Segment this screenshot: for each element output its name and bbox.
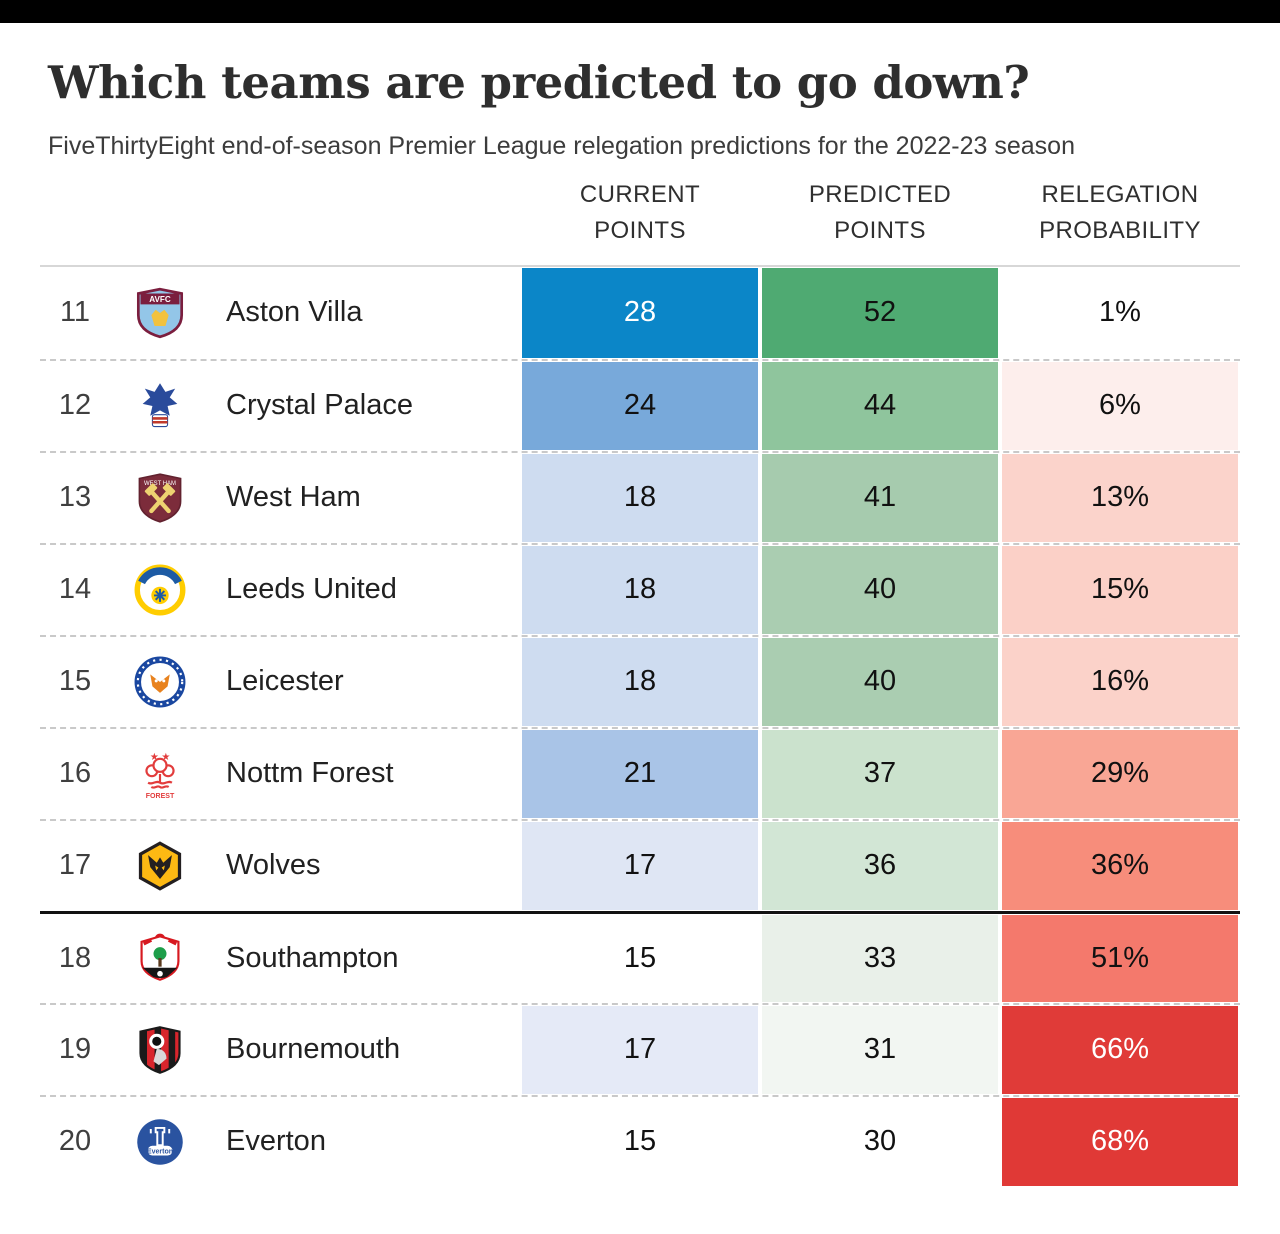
team-rank: 14 <box>58 573 92 606</box>
predicted-points-cell: 33 <box>760 914 1000 1003</box>
predicted-points-cell: 52 <box>760 267 1000 359</box>
relegation-probability-cell: 13% <box>1000 453 1240 543</box>
relegation-probability-cell: 15% <box>1000 545 1240 635</box>
bournemouth-crest-icon <box>110 1005 210 1095</box>
current-points-cell: 17 <box>520 821 760 911</box>
current-points-cell: 24 <box>520 361 760 451</box>
current-points-cell: 15 <box>520 914 760 1003</box>
team-name: Bournemouth <box>226 1033 401 1066</box>
table-row: 13 WEST HAM West Ham 18 41 13% <box>40 450 1240 543</box>
wolves-crest-icon <box>110 821 210 911</box>
team-rank: 20 <box>58 1125 92 1158</box>
table-row: 20 Everton Everton 15 30 68% <box>40 1094 1240 1187</box>
svg-text:AVFC: AVFC <box>149 295 171 304</box>
leeds-united-crest-icon <box>110 545 210 635</box>
predicted-points-cell: 31 <box>760 1005 1000 1095</box>
table-row: 18 Southampton 15 33 51% <box>40 910 1240 1003</box>
relegation-probability-cell: 68% <box>1000 1097 1240 1187</box>
predicted-points-cell: 40 <box>760 637 1000 727</box>
relegation-probability-cell: 29% <box>1000 729 1240 819</box>
predicted-points-cell: 36 <box>760 821 1000 911</box>
current-points-cell: 18 <box>520 545 760 635</box>
predicted-points-cell: 30 <box>760 1097 1000 1187</box>
table-row: 16 ★ ★ FOREST Nottm Forest 21 37 29% <box>40 726 1240 819</box>
relegation-probability-cell: 6% <box>1000 361 1240 451</box>
table-row: 17 Wolves 17 36 36% <box>40 818 1240 911</box>
column-header-relegation-probability: RELEGATION PROBABILITY <box>1039 180 1201 244</box>
team-name: Aston Villa <box>226 296 363 329</box>
top-bar <box>0 0 1280 23</box>
svg-text:FOREST: FOREST <box>146 793 175 800</box>
southampton-crest-icon <box>110 914 210 1003</box>
team-name: Wolves <box>226 849 321 882</box>
west-ham-crest-icon: WEST HAM <box>110 453 210 543</box>
page-title: Which teams are predicted to go down? <box>48 56 1030 109</box>
nottm-forest-crest-icon: ★ ★ FOREST <box>110 729 210 819</box>
svg-text:WEST HAM: WEST HAM <box>144 481 176 487</box>
table-header-row: CURRENT POINTS PREDICTED POINTS RELEGATI… <box>40 161 1240 265</box>
current-points-cell: 28 <box>520 267 760 359</box>
team-name: Crystal Palace <box>226 389 413 422</box>
table-row: 11 AVFC Aston Villa 28 52 1% <box>40 267 1240 359</box>
team-rank: 16 <box>58 757 92 790</box>
column-header-current-points: CURRENT POINTS <box>579 180 701 244</box>
leicester-crest-icon <box>110 637 210 727</box>
current-points-cell: 15 <box>520 1097 760 1187</box>
predicted-points-cell: 40 <box>760 545 1000 635</box>
predicted-points-cell: 37 <box>760 729 1000 819</box>
relegation-probability-cell: 66% <box>1000 1005 1240 1095</box>
everton-crest-icon: Everton <box>110 1097 210 1187</box>
table-row: 14 Leeds United 18 40 15% <box>40 542 1240 635</box>
team-name: Southampton <box>226 941 399 974</box>
team-rank: 18 <box>58 941 92 974</box>
page-subtitle: FiveThirtyEight end-of-season Premier Le… <box>48 131 1075 160</box>
table-body: 11 AVFC Aston Villa 28 52 1% 12 Crystal … <box>40 264 1240 1187</box>
relegation-probability-cell: 16% <box>1000 637 1240 727</box>
current-points-cell: 17 <box>520 1005 760 1095</box>
table-row: 15 Leicester 18 40 16% <box>40 634 1240 727</box>
column-header-predicted-points: PREDICTED POINTS <box>808 180 952 244</box>
team-rank: 11 <box>59 296 91 329</box>
predicted-points-cell: 41 <box>760 453 1000 543</box>
crystal-palace-crest-icon <box>110 361 210 451</box>
svg-text:Everton: Everton <box>147 1148 173 1155</box>
svg-text:★ ★: ★ ★ <box>150 752 170 763</box>
predicted-points-cell: 44 <box>760 361 1000 451</box>
current-points-cell: 18 <box>520 637 760 727</box>
team-name: Everton <box>226 1125 326 1158</box>
team-rank: 19 <box>58 1033 92 1066</box>
relegation-probability-cell: 36% <box>1000 821 1240 911</box>
chart-header: Which teams are predicted to go down? Fi… <box>0 23 1280 161</box>
team-rank: 15 <box>58 665 92 698</box>
relegation-table: CURRENT POINTS PREDICTED POINTS RELEGATI… <box>40 161 1240 1187</box>
table-row: 12 Crystal Palace 24 44 6% <box>40 358 1240 451</box>
team-name: Leicester <box>226 665 344 698</box>
current-points-cell: 18 <box>520 453 760 543</box>
team-name: Nottm Forest <box>226 757 394 790</box>
team-rank: 12 <box>58 389 92 422</box>
team-rank: 17 <box>58 849 92 882</box>
team-rank: 13 <box>58 481 92 514</box>
team-name: West Ham <box>226 481 361 514</box>
table-row: 19 Bournemouth 17 31 66% <box>40 1002 1240 1095</box>
team-name: Leeds United <box>226 573 397 606</box>
relegation-probability-cell: 1% <box>1000 267 1240 359</box>
relegation-probability-cell: 51% <box>1000 914 1240 1003</box>
aston-villa-crest-icon: AVFC <box>110 267 210 359</box>
current-points-cell: 21 <box>520 729 760 819</box>
